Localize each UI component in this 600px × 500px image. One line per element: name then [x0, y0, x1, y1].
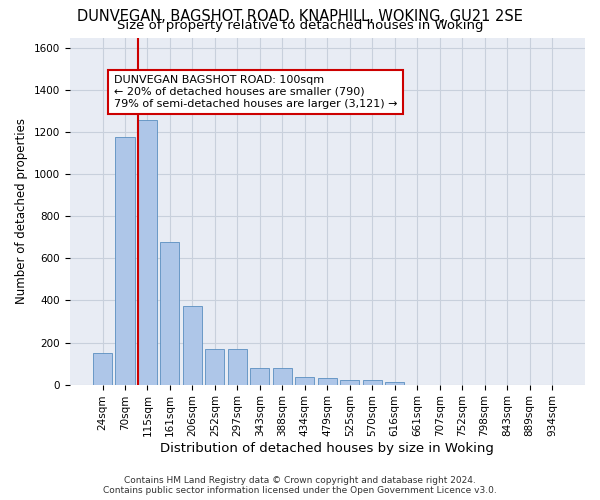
Bar	[295, 377, 314, 384]
Bar	[228, 349, 247, 384]
Text: Contains HM Land Registry data © Crown copyright and database right 2024.
Contai: Contains HM Land Registry data © Crown c…	[103, 476, 497, 495]
Bar	[385, 382, 404, 384]
X-axis label: Distribution of detached houses by size in Woking: Distribution of detached houses by size …	[160, 442, 494, 455]
Bar	[160, 242, 179, 384]
Bar	[340, 380, 359, 384]
Bar	[273, 368, 292, 384]
Bar	[362, 380, 382, 384]
Bar	[250, 368, 269, 384]
Bar	[183, 306, 202, 384]
Bar	[318, 378, 337, 384]
Bar	[138, 120, 157, 384]
Bar	[205, 349, 224, 384]
Text: DUNVEGAN BAGSHOT ROAD: 100sqm
← 20% of detached houses are smaller (790)
79% of : DUNVEGAN BAGSHOT ROAD: 100sqm ← 20% of d…	[114, 76, 397, 108]
Bar	[93, 353, 112, 384]
Y-axis label: Number of detached properties: Number of detached properties	[15, 118, 28, 304]
Text: DUNVEGAN, BAGSHOT ROAD, KNAPHILL, WOKING, GU21 2SE: DUNVEGAN, BAGSHOT ROAD, KNAPHILL, WOKING…	[77, 9, 523, 24]
Bar	[115, 138, 134, 384]
Text: Size of property relative to detached houses in Woking: Size of property relative to detached ho…	[117, 19, 483, 32]
